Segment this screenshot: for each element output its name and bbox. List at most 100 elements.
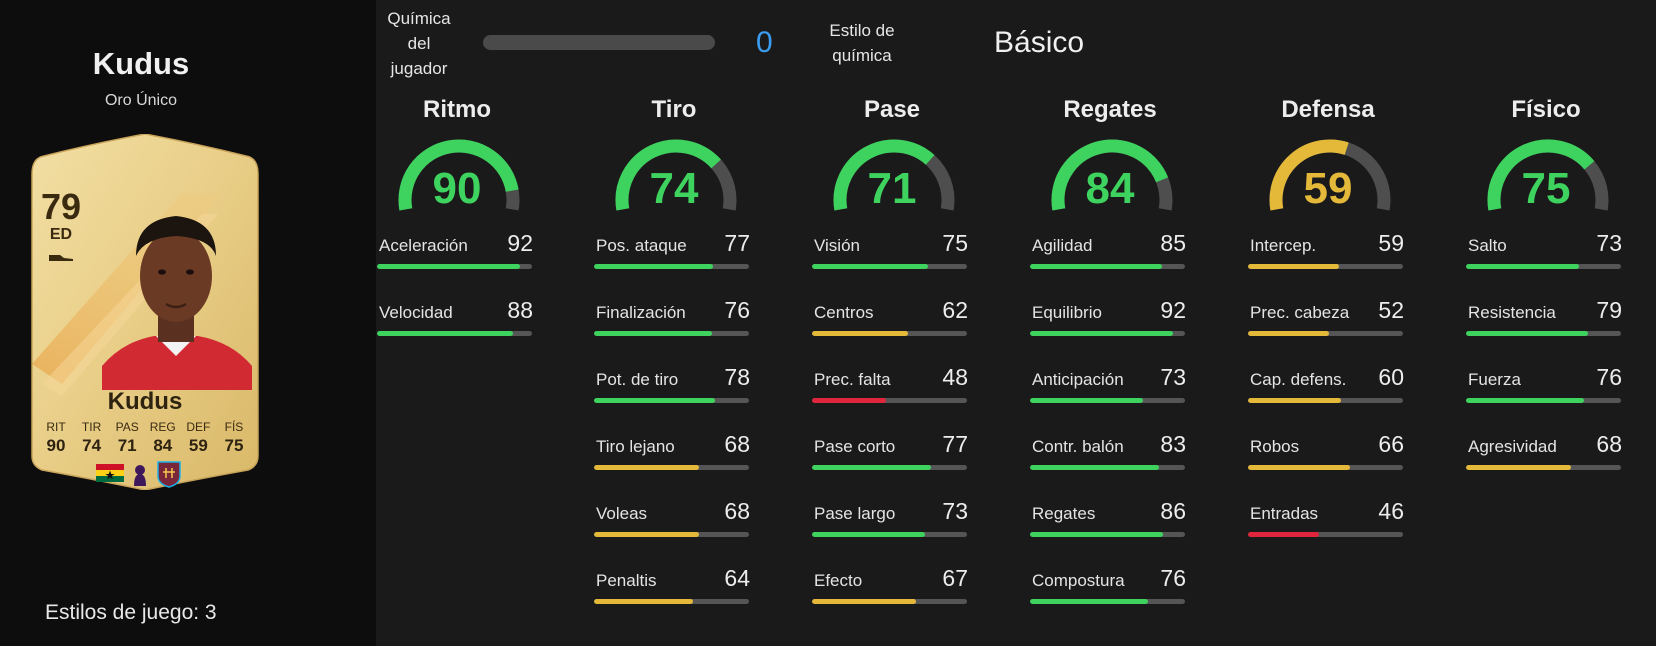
stat-name: Finalización xyxy=(596,303,686,322)
stat-bar-fill xyxy=(1030,398,1144,403)
stat-name: Agilidad xyxy=(1032,236,1093,255)
stat-row: Regates 86 xyxy=(1030,498,1190,552)
stat-row: Prec. falta 48 xyxy=(812,364,972,418)
stat-name: Agresividad xyxy=(1468,437,1557,456)
stat-name: Cap. defens. xyxy=(1250,370,1347,389)
stat-bar xyxy=(812,331,967,336)
stat-bar xyxy=(377,264,532,269)
stat-bar xyxy=(812,532,967,537)
card-stat-fis: FÍS 75 xyxy=(218,420,250,456)
category-gauge xyxy=(1269,139,1391,211)
stat-bar-fill xyxy=(1030,599,1148,604)
category-value: 59 xyxy=(1303,164,1353,213)
stat-name: Efecto xyxy=(814,571,863,590)
stat-row: Robos 66 xyxy=(1248,431,1408,485)
chem-style-value[interactable]: Básico xyxy=(994,26,1085,59)
category-gauge xyxy=(833,139,955,211)
stat-row: Contr. balón 83 xyxy=(1030,431,1190,485)
category-title: Regates xyxy=(1063,96,1157,123)
stat-name: Regates xyxy=(1032,504,1096,523)
category-title: Ritmo xyxy=(423,96,491,123)
stat-row: Agilidad 85 xyxy=(1030,230,1190,284)
playstyles-count: Estilos de juego: 3 xyxy=(45,601,217,624)
flag-icon xyxy=(96,464,124,482)
stat-bar-fill xyxy=(1248,264,1340,269)
stat-bar xyxy=(1030,398,1185,403)
stat-name: Centros xyxy=(814,303,874,322)
stat-row: Pase corto 77 xyxy=(812,431,972,485)
stat-name: Tiro lejano xyxy=(596,437,675,456)
chemistry-label: Química del jugador xyxy=(387,9,451,78)
stat-bar-fill xyxy=(1466,465,1572,470)
stat-bar xyxy=(594,264,749,269)
stat-row: Tiro lejano 68 xyxy=(594,431,754,485)
player-card[interactable]: 79 ED Kudus RIT 90 TIR 74 PAS 71 REG 84 DEF 5… xyxy=(22,134,268,490)
stat-bar-fill xyxy=(1248,331,1329,336)
stat-value: 92 xyxy=(1160,297,1186,323)
stat-name: Entradas xyxy=(1250,504,1319,523)
stat-name: Visión xyxy=(814,236,860,255)
stat-value: 77 xyxy=(942,431,968,457)
card-stat-value: 74 xyxy=(82,436,102,455)
stat-name: Pos. ataque xyxy=(596,236,687,255)
stat-name: Anticipación xyxy=(1032,370,1124,389)
stat-value: 78 xyxy=(724,364,750,390)
stat-name: Fuerza xyxy=(1468,370,1521,389)
stat-row: Velocidad 88 xyxy=(377,297,537,351)
stat-value: 83 xyxy=(1160,431,1186,457)
stat-value: 64 xyxy=(724,565,750,591)
stat-bar xyxy=(594,331,749,336)
stat-bar xyxy=(1248,465,1403,470)
player-photo xyxy=(102,216,252,390)
stat-value: 85 xyxy=(1160,230,1186,256)
stat-bar-fill xyxy=(1466,264,1580,269)
card-stat-pas: PAS 71 xyxy=(111,420,143,456)
stat-name: Compostura xyxy=(1032,571,1125,590)
stat-name: Prec. falta xyxy=(814,370,891,389)
category-title: Físico xyxy=(1511,96,1581,123)
stat-bar xyxy=(1030,331,1185,336)
category-title: Defensa xyxy=(1281,96,1375,123)
card-player-name: Kudus xyxy=(107,388,183,415)
card-stat-label: FÍS xyxy=(224,420,244,434)
category-value: 75 xyxy=(1521,164,1571,213)
stat-name: Penaltis xyxy=(596,571,657,590)
stat-name: Equilibrio xyxy=(1032,303,1102,322)
stat-bar xyxy=(1248,532,1403,537)
stat-name: Salto xyxy=(1468,236,1507,255)
card-stat-value: 59 xyxy=(188,436,208,455)
stat-row: Pot. de tiro 78 xyxy=(594,364,754,418)
card-position: ED xyxy=(49,226,73,243)
card-badges xyxy=(96,461,181,488)
stat-bar xyxy=(812,264,967,269)
card-stat-tir: TIR 74 xyxy=(76,420,108,456)
stat-value: 76 xyxy=(1160,565,1186,591)
stat-value: 48 xyxy=(942,364,968,390)
player-panel: Kudus Oro Único 79 ED xyxy=(0,0,376,646)
stat-name: Pase corto xyxy=(814,437,896,456)
stat-bar xyxy=(812,465,967,470)
stat-value: 68 xyxy=(724,431,750,457)
stat-bar-fill xyxy=(812,465,932,470)
stat-name: Contr. balón xyxy=(1032,437,1124,456)
chemistry-value: 0 xyxy=(756,26,773,59)
stat-value: 67 xyxy=(942,565,968,591)
stat-row: Intercep. 59 xyxy=(1248,230,1408,284)
stat-bar-fill xyxy=(812,264,929,269)
stat-bar xyxy=(1248,331,1403,336)
league-icon xyxy=(134,465,146,486)
stat-value: 46 xyxy=(1378,498,1404,524)
stat-value: 62 xyxy=(942,297,968,323)
stat-bar-fill xyxy=(812,398,887,403)
stat-bar-fill xyxy=(1248,398,1341,403)
stat-row: Cap. defens. 60 xyxy=(1248,364,1408,418)
stat-bar xyxy=(1248,264,1403,269)
stat-value: 92 xyxy=(507,230,533,256)
stat-bar xyxy=(377,331,532,336)
gauge-fill xyxy=(833,139,935,211)
stat-bar xyxy=(812,599,967,604)
stat-bar-fill xyxy=(594,331,712,336)
stat-bar-fill xyxy=(594,532,700,537)
stat-bar-fill xyxy=(594,465,700,470)
stat-name: Resistencia xyxy=(1468,303,1556,322)
